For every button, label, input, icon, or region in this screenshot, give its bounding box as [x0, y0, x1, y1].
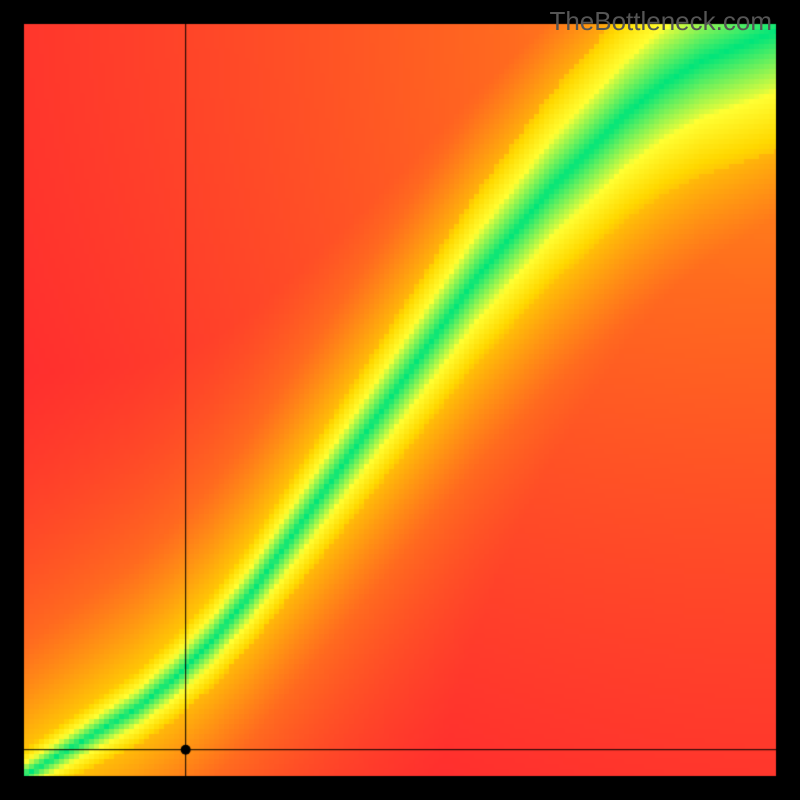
watermark-text: TheBottleneck.com	[549, 6, 772, 37]
heatmap-canvas	[0, 0, 800, 800]
bottleneck-heatmap-chart: TheBottleneck.com	[0, 0, 800, 800]
